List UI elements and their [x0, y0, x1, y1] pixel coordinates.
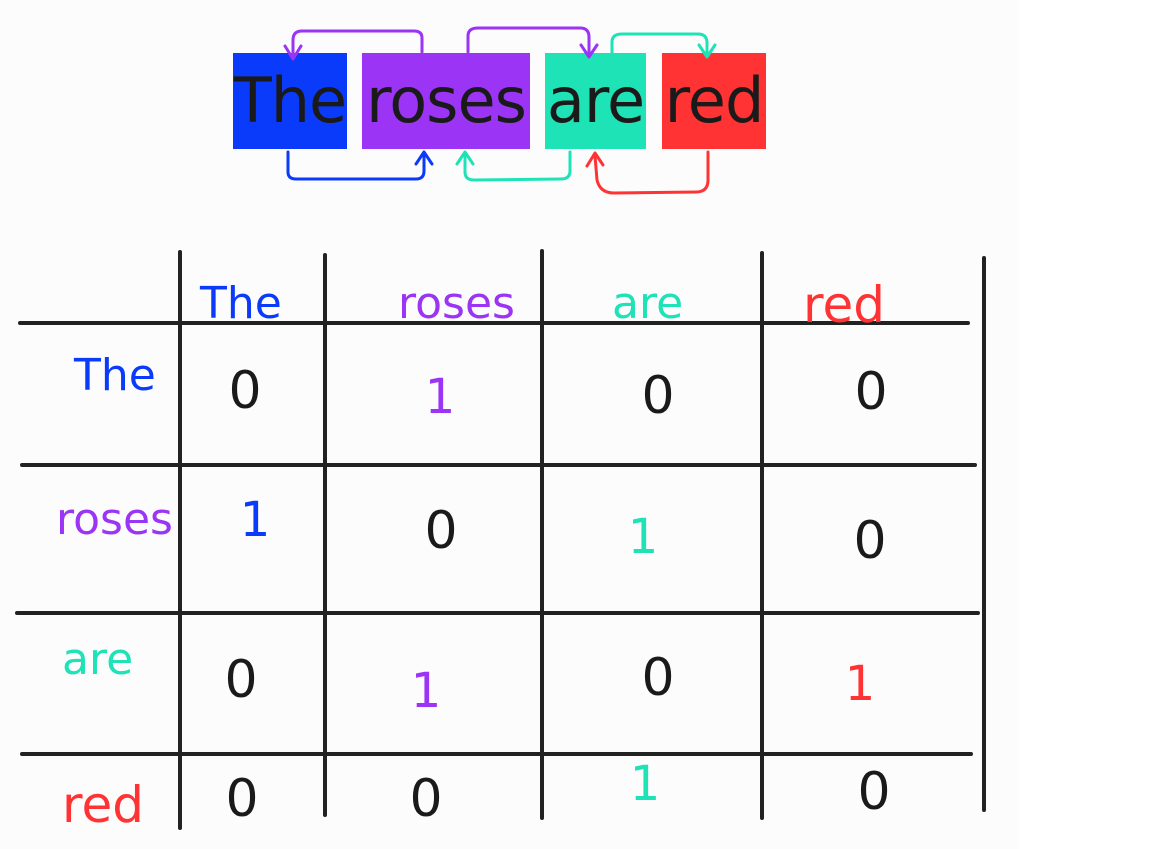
- word-are: are: [546, 64, 645, 137]
- col-header-the: The: [199, 278, 282, 329]
- matrix-cell: 0: [853, 511, 886, 571]
- matrix-cell: 1: [630, 756, 661, 812]
- row-header-red: red: [62, 776, 144, 834]
- matrix-cell: 1: [628, 509, 659, 565]
- matrix-cell: 0: [641, 648, 674, 708]
- arrow-roses-to-the: [283, 29, 424, 61]
- matrix-cell: 0: [424, 501, 457, 561]
- word-box-are: are: [545, 53, 646, 149]
- word-box-the: The: [233, 53, 347, 149]
- matrix-grid: [15, 249, 986, 830]
- matrix-cell: 1: [425, 369, 456, 425]
- word-red: red: [664, 64, 765, 137]
- matrix-cell: 0: [224, 650, 257, 710]
- row-header-are: are: [62, 634, 133, 685]
- word-the: The: [233, 64, 347, 137]
- arrow-are-to-red: [610, 32, 717, 59]
- diagram-canvas: The roses are red: [15, 26, 986, 834]
- diagram-svg: The roses are red The roses are red 0 1 …: [15, 26, 986, 834]
- word-box-roses: roses: [362, 53, 530, 149]
- matrix-cell: 0: [854, 362, 887, 422]
- arrow-are-to-roses: [455, 150, 572, 182]
- col-header-are: are: [612, 278, 683, 329]
- matrix-cell: 1: [411, 663, 442, 719]
- matrix-cell: 1: [240, 492, 271, 548]
- arrow-roses-to-are: [466, 26, 599, 59]
- matrix-cell: 0: [641, 366, 674, 426]
- matrix-cell: 0: [409, 769, 442, 829]
- row-header-the: The: [73, 350, 156, 401]
- matrix-cell: 0: [857, 762, 890, 822]
- word-box-red: red: [662, 53, 766, 149]
- col-header-roses: roses: [398, 278, 515, 329]
- matrix-cell: 0: [228, 361, 261, 421]
- matrix-cell: 1: [845, 656, 876, 712]
- arrow-red-to-are: [585, 150, 710, 195]
- word-roses: roses: [366, 64, 527, 137]
- row-header-roses: roses: [56, 494, 173, 545]
- arrow-the-to-roses: [286, 150, 434, 181]
- col-header-red: red: [803, 276, 885, 334]
- matrix-cell: 0: [225, 769, 258, 829]
